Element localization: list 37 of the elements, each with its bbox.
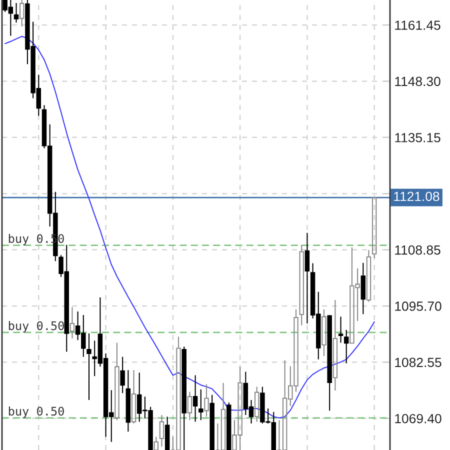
- y-tick-label: 1069.40: [395, 414, 442, 424]
- candlestick: [304, 232, 310, 324]
- ref-line-label: buy 0.50: [8, 406, 64, 418]
- candlestick: [131, 370, 136, 424]
- candlestick: [86, 332, 92, 401]
- candlestick: [344, 329, 349, 364]
- candlestick: [338, 316, 344, 344]
- y-tick-label: 1135.15: [395, 132, 440, 142]
- candlestick: [327, 314, 332, 412]
- candlestick: [187, 391, 192, 421]
- y-tick-label: 1082.55: [395, 358, 442, 368]
- y-tick-label: 1095.70: [395, 302, 442, 311]
- candlestick: [360, 262, 366, 315]
- candlestick: [192, 374, 198, 422]
- candlestick: [198, 388, 204, 421]
- candlestick: [120, 356, 125, 394]
- candlestick: [70, 306, 75, 339]
- candlestick: [204, 384, 209, 418]
- candlestick: [210, 394, 214, 450]
- y-tick-label: 1148.30: [395, 76, 440, 86]
- line-series: [4, 36, 375, 419]
- candlestick: [332, 299, 338, 392]
- candlestick: [182, 346, 186, 450]
- candlestick: [114, 342, 120, 421]
- candlestick: [159, 414, 164, 448]
- y-tick-label: 1108.85: [395, 245, 440, 255]
- candlestick: [299, 244, 304, 326]
- candlestick: [254, 386, 260, 422]
- candlestick: [366, 249, 372, 302]
- ref-line-label: 1121.08: [394, 192, 440, 202]
- candlestick: [19, 0, 24, 28]
- y-tick-label: 1161.45: [395, 20, 440, 30]
- candlestick: [14, 2, 19, 24]
- candlestick: [164, 416, 170, 450]
- ref-line-label: buy 0.50: [8, 321, 64, 332]
- candlestick: [322, 308, 326, 357]
- candlestick: [126, 370, 131, 432]
